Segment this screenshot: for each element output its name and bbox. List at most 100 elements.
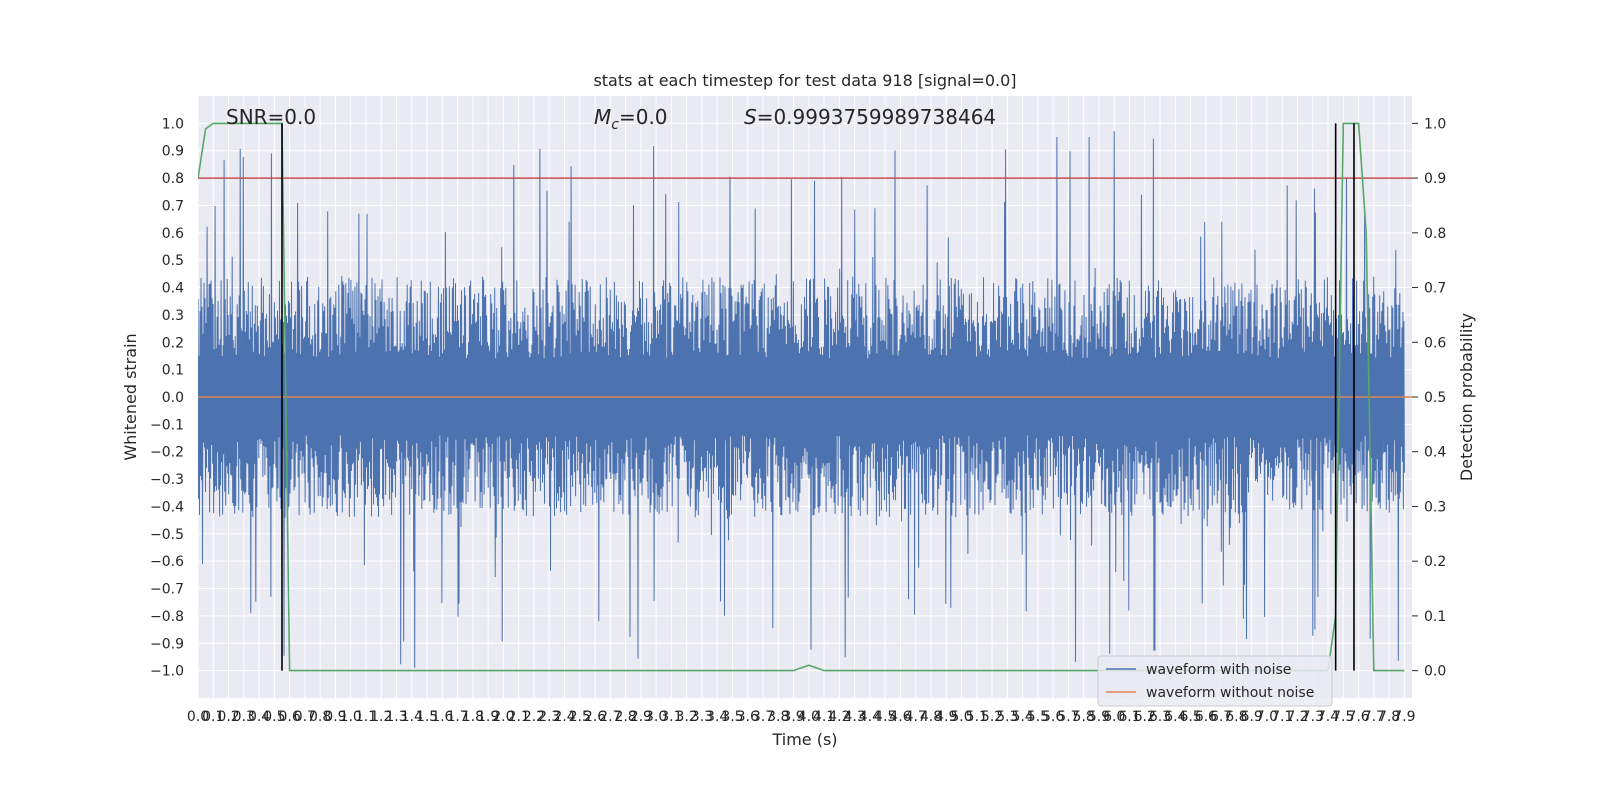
- x-tick-label: 4.2: [828, 709, 850, 725]
- x-tick-label: 2.3: [538, 709, 560, 725]
- y-tick-label: 0.0: [162, 390, 184, 406]
- y-tick-label: 0.5: [162, 253, 184, 269]
- x-tick-label: 0.6: [278, 709, 300, 725]
- y-tick-label: −1.0: [150, 664, 184, 680]
- x-tick-label: 6.5: [1179, 709, 1201, 725]
- x-tick-label: 6.0: [1103, 709, 1125, 725]
- x-tick-label: 5.9: [1088, 709, 1110, 725]
- x-tick-label: 4.0: [798, 709, 820, 725]
- x-tick-label: 7.8: [1378, 709, 1400, 725]
- x-tick-label: 7.4: [1317, 709, 1339, 725]
- x-tick-label: 4.3: [843, 709, 865, 725]
- annotation-s: S=0.9993759989738464: [744, 105, 996, 129]
- y-tick-label: 0.6: [162, 226, 184, 242]
- chart-title: stats at each timestep for test data 918…: [593, 71, 1016, 90]
- y-tick-label: 0.7: [162, 198, 184, 214]
- x-tick-label: 0.8: [309, 709, 331, 725]
- y-tick-label: −0.7: [150, 582, 184, 598]
- annotation-mc: Mc=0.0: [594, 105, 668, 133]
- x-tick-label: 7.7: [1363, 709, 1385, 725]
- y-tick-label: −0.4: [150, 499, 184, 515]
- x-axis-ticks: 0.00.10.20.30.40.50.60.70.80.91.01.11.21…: [187, 709, 1416, 725]
- x-tick-label: 0.5: [263, 709, 285, 725]
- x-tick-label: 2.0: [492, 709, 514, 725]
- x-tick-label: 3.0: [645, 709, 667, 725]
- x-tick-label: 6.9: [1241, 709, 1263, 725]
- x-tick-label: 5.6: [1042, 709, 1064, 725]
- x-tick-label: 1.8: [462, 709, 484, 725]
- annotation-mc-subscript: c: [611, 117, 619, 133]
- annotation-s-value: =0.9993759989738464: [757, 105, 996, 129]
- y2-tick-label: 1.0: [1424, 116, 1446, 132]
- x-tick-label: 1.7: [446, 709, 468, 725]
- x-tick-label: 3.8: [767, 709, 789, 725]
- x-tick-label: 7.5: [1332, 709, 1354, 725]
- legend: waveform with noise waveform without noi…: [1097, 655, 1333, 707]
- legend-label-waveform-without-noise: waveform without noise: [1146, 685, 1314, 701]
- x-tick-label: 4.7: [905, 709, 927, 725]
- x-tick-label: 5.4: [1011, 709, 1033, 725]
- y-tick-label: 1.0: [162, 116, 184, 132]
- x-tick-label: 0.0: [187, 709, 209, 725]
- y-axis-ticks: −1.0 −0.9 −0.8 −0.7 −0.6 −0.5 −0.4 −0.3 −0.2 −0.1…: [150, 116, 184, 679]
- x-tick-label: 3.7: [752, 709, 774, 725]
- x-tick-label: 6.7: [1210, 709, 1232, 725]
- annotation-snr: SNR=0.0: [226, 105, 316, 129]
- y-tick-label: −0.3: [150, 472, 184, 488]
- y-tick-label: 0.8: [162, 171, 184, 187]
- x-tick-label: 3.1: [660, 709, 682, 725]
- y-tick-label: −0.1: [150, 417, 184, 433]
- y2-tick-label: 0.5: [1424, 390, 1446, 406]
- x-tick-label: 1.0: [340, 709, 362, 725]
- y-tick-label: −0.2: [150, 445, 184, 461]
- y2-axis-ticks: 0.0 0.1 0.2 0.3 0.4 0.5 0.6 0.7 0.8 0.9 1.0: [1412, 116, 1446, 680]
- x-tick-label: 7.1: [1271, 709, 1293, 725]
- y-tick-label: −0.8: [150, 609, 184, 625]
- x-tick-label: 2.1: [508, 709, 530, 725]
- x-axis-label: Time (s): [771, 730, 837, 749]
- x-tick-label: 0.2: [217, 709, 239, 725]
- x-tick-label: 2.8: [614, 709, 636, 725]
- y-tick-label: 0.2: [162, 335, 184, 351]
- y2-tick-label: 0.4: [1424, 445, 1446, 461]
- x-tick-label: 0.3: [233, 709, 255, 725]
- y2-tick-label: 0.7: [1424, 281, 1446, 297]
- x-tick-label: 6.6: [1195, 709, 1217, 725]
- x-tick-label: 2.4: [553, 709, 575, 725]
- x-tick-label: 0.9: [324, 709, 346, 725]
- x-tick-label: 3.2: [676, 709, 698, 725]
- x-tick-label: 1.9: [477, 709, 499, 725]
- y-tick-label: 0.3: [162, 308, 184, 324]
- x-tick-label: 7.9: [1393, 709, 1415, 725]
- x-tick-label: 4.6: [889, 709, 911, 725]
- x-tick-label: 7.6: [1347, 709, 1369, 725]
- y-tick-label: −0.9: [150, 636, 184, 652]
- x-tick-label: 7.3: [1302, 709, 1324, 725]
- x-tick-label: 6.8: [1225, 709, 1247, 725]
- x-tick-label: 6.3: [1149, 709, 1171, 725]
- annotation-mc-symbol: M: [594, 105, 611, 129]
- vertical-markers: [281, 123, 1355, 671]
- x-tick-label: 3.4: [706, 709, 728, 725]
- x-tick-label: 1.3: [385, 709, 407, 725]
- x-tick-label: 7.0: [1256, 709, 1278, 725]
- x-tick-label: 1.6: [431, 709, 453, 725]
- x-tick-label: 2.6: [584, 709, 606, 725]
- x-tick-label: 5.7: [1057, 709, 1079, 725]
- y2-tick-label: 0.2: [1424, 554, 1446, 570]
- series-detection-probability: [198, 122, 1405, 672]
- y-tick-label: 0.1: [162, 363, 184, 379]
- y2-tick-label: 0.9: [1424, 171, 1446, 187]
- x-tick-label: 6.2: [1134, 709, 1156, 725]
- x-tick-label: 1.4: [401, 709, 423, 725]
- x-tick-label: 2.5: [569, 709, 591, 725]
- y-axis-label: Whitened strain: [121, 333, 140, 460]
- legend-box: [1097, 655, 1333, 707]
- x-tick-label: 4.9: [935, 709, 957, 725]
- x-tick-label: 3.9: [782, 709, 804, 725]
- x-tick-label: 2.2: [523, 709, 545, 725]
- series-waveform-with-noise: [198, 131, 1405, 668]
- x-tick-label: 5.1: [966, 709, 988, 725]
- x-tick-label: 5.3: [996, 709, 1018, 725]
